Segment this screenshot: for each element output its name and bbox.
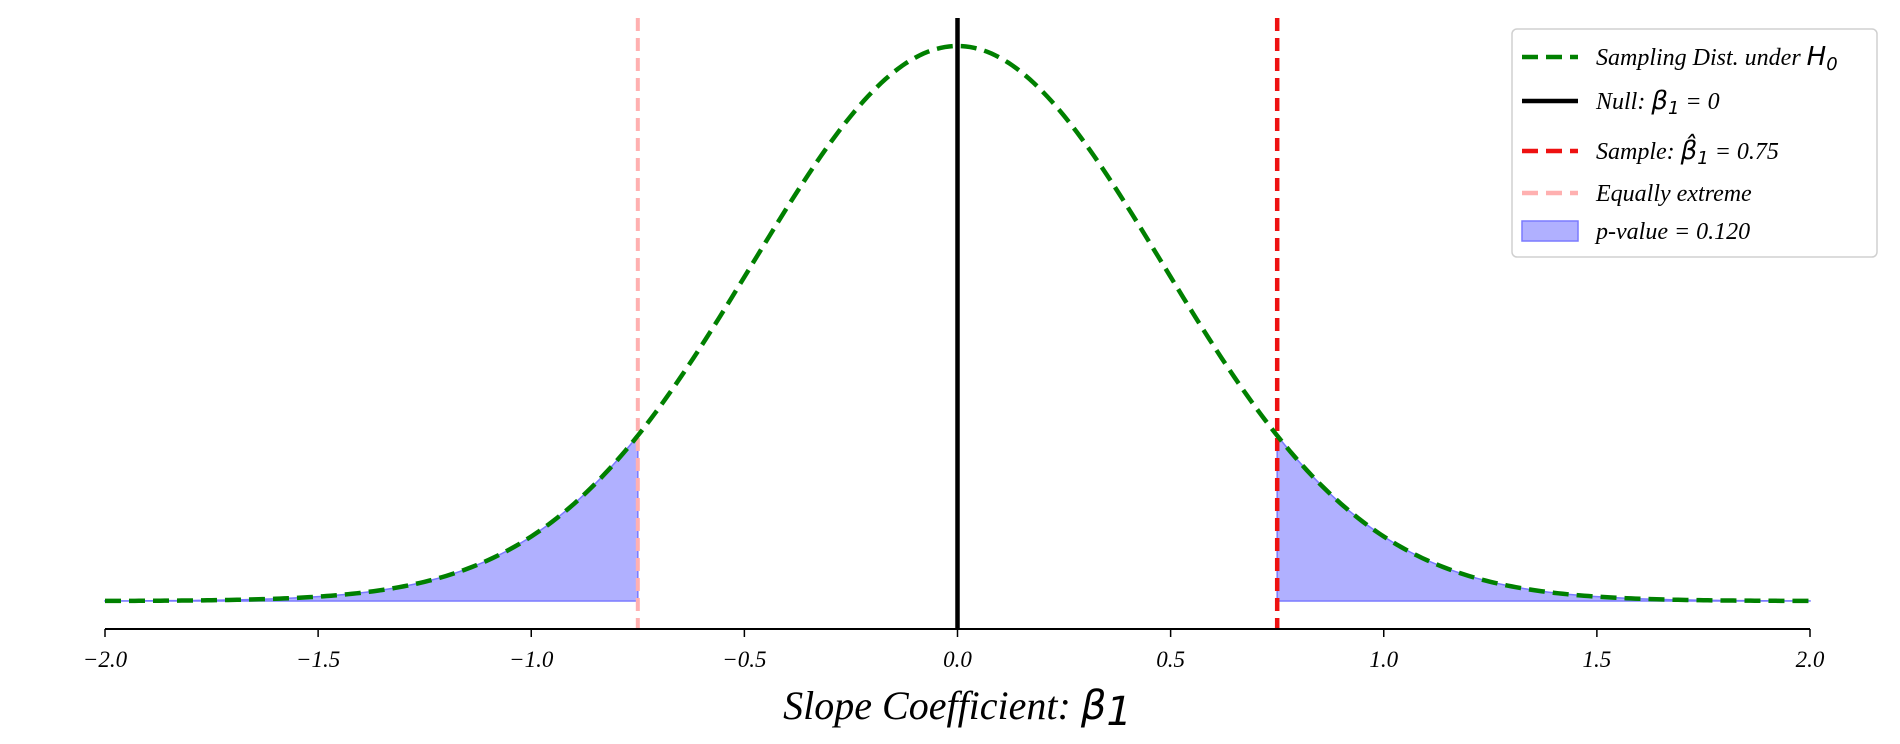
legend-label-sample: Sample: β̂1 = 0.75	[1596, 132, 1779, 169]
legend-label-null: Null: β1 = 0	[1595, 86, 1720, 119]
x-tick-label: 2.0	[1796, 647, 1825, 672]
legend-item-sample: Sample: β̂1 = 0.75	[1522, 132, 1779, 169]
legend-label-pvalue: p-value = 0.120	[1594, 219, 1750, 245]
legend-item-extreme: Equally extreme	[1522, 181, 1752, 207]
x-axis-title: Slope Coefficient: β1	[783, 683, 1132, 735]
x-tick-label: 1.0	[1369, 647, 1398, 672]
reference-lines	[635, 18, 1280, 629]
x-tick-label: −1.0	[509, 647, 554, 672]
legend-item-dist: Sampling Dist. under H0	[1522, 42, 1838, 75]
legend: Sampling Dist. under H0 Null: β1 = 0 Sampl…	[1511, 28, 1878, 258]
x-tick-label: 0.0	[943, 647, 972, 672]
legend-item-pvalue: p-value = 0.120	[1521, 219, 1750, 245]
x-tick-label: 0.5	[1156, 647, 1185, 672]
legend-label-dist: Sampling Dist. under H0	[1596, 42, 1838, 75]
x-tick-label: 1.5	[1583, 647, 1612, 672]
x-tick-label: −1.5	[296, 647, 340, 672]
legend-item-null: Null: β1 = 0	[1522, 86, 1720, 119]
x-tick-label: −0.5	[722, 647, 766, 672]
legend-label-extreme: Equally extreme	[1595, 181, 1752, 207]
legend-box	[1511, 28, 1878, 258]
legend-handle-pvalue	[1521, 220, 1579, 242]
x-tick-label: −2.0	[83, 647, 128, 672]
x-axis: −2.0 −1.5 −1.0 −0.5 0.0 0.5 1.0 1.5 2.0	[83, 628, 1825, 672]
